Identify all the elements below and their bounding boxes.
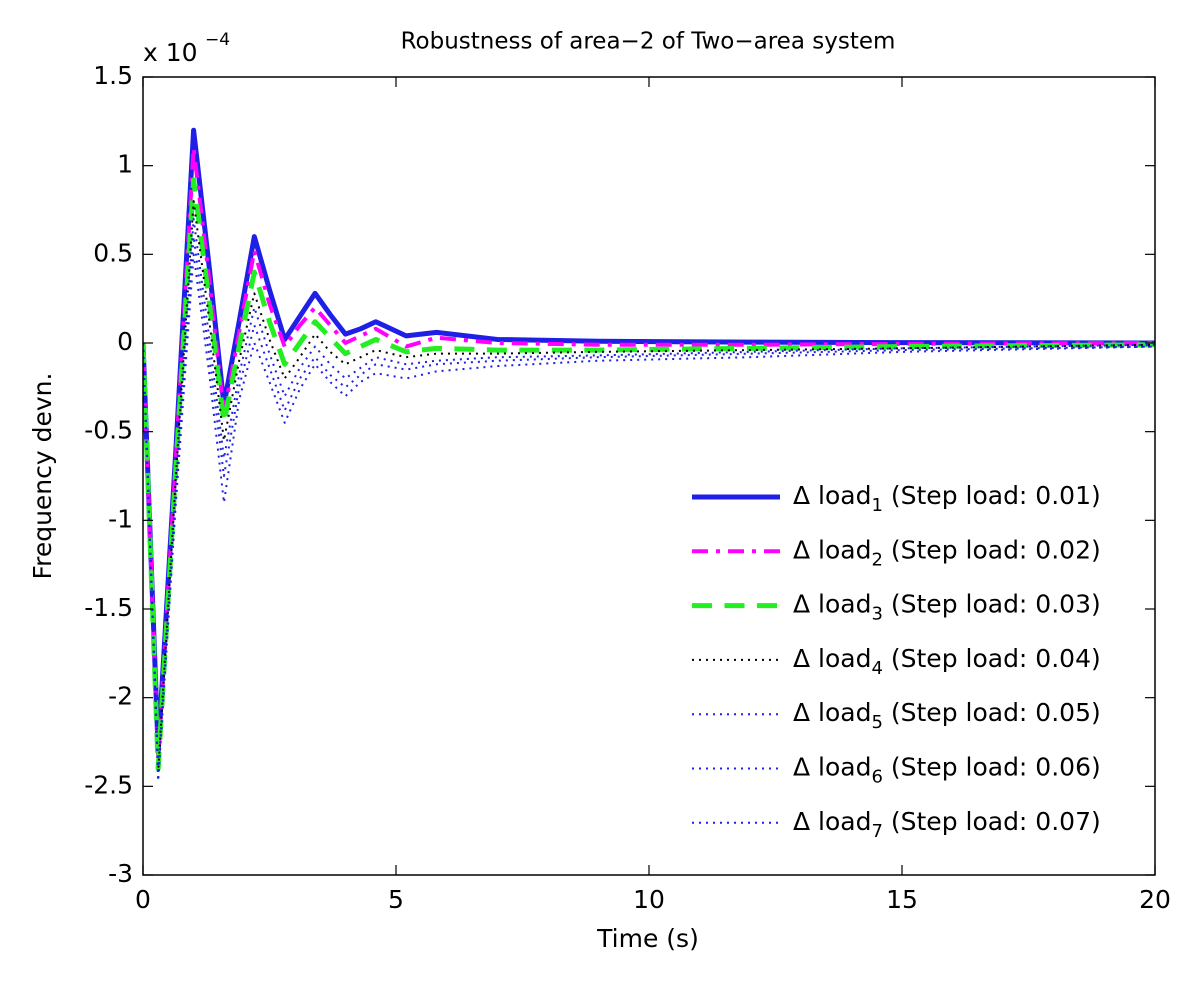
y-tick-label: 0: [117, 327, 133, 356]
series-line: [143, 127, 1155, 754]
legend-label: Δ load2 (Step load: 0.02): [793, 535, 1101, 570]
y-axis-label: Frequency devn.: [28, 373, 57, 580]
legend-label: Δ load7 (Step load: 0.07): [793, 807, 1101, 842]
legend-label: Δ load4 (Step load: 0.04): [793, 644, 1101, 679]
x-tick-label: 15: [886, 885, 918, 914]
x-axis-label: Time (s): [596, 924, 699, 953]
chart-title: Robustness of area−2 of Two−area system: [401, 29, 896, 55]
x-tick-label: 5: [388, 885, 404, 914]
legend-label: Δ load6 (Step load: 0.06): [793, 753, 1101, 788]
y-tick-label: -1.5: [84, 593, 133, 622]
y-tick-label: -3: [108, 859, 133, 888]
y-tick-label: -1: [108, 504, 133, 533]
legend-label: Δ load5 (Step load: 0.05): [793, 698, 1101, 733]
x-tick-label: 20: [1139, 885, 1171, 914]
legend-label: Δ load3 (Step load: 0.03): [793, 590, 1101, 625]
legend-label: Δ load1 (Step load: 0.01): [793, 481, 1101, 516]
y-tick-label: -2: [108, 682, 133, 711]
series-line: [143, 200, 1155, 774]
series-line: [143, 253, 1155, 783]
y-tick-label: 1.5: [93, 61, 133, 90]
series-line: [143, 177, 1155, 772]
y-scale-exponent: −4: [205, 30, 230, 50]
x-tick-label: 10: [633, 885, 665, 914]
series-line: [143, 217, 1155, 779]
y-tick-label: -0.5: [84, 416, 133, 445]
y-tick-label: -2.5: [84, 770, 133, 799]
y-tick-label: 1: [117, 150, 133, 179]
y-tick-label: 0.5: [93, 238, 133, 267]
plot-area: [143, 127, 1155, 783]
x-tick-label: 0: [135, 885, 151, 914]
y-scale-base: x 10: [143, 38, 198, 67]
